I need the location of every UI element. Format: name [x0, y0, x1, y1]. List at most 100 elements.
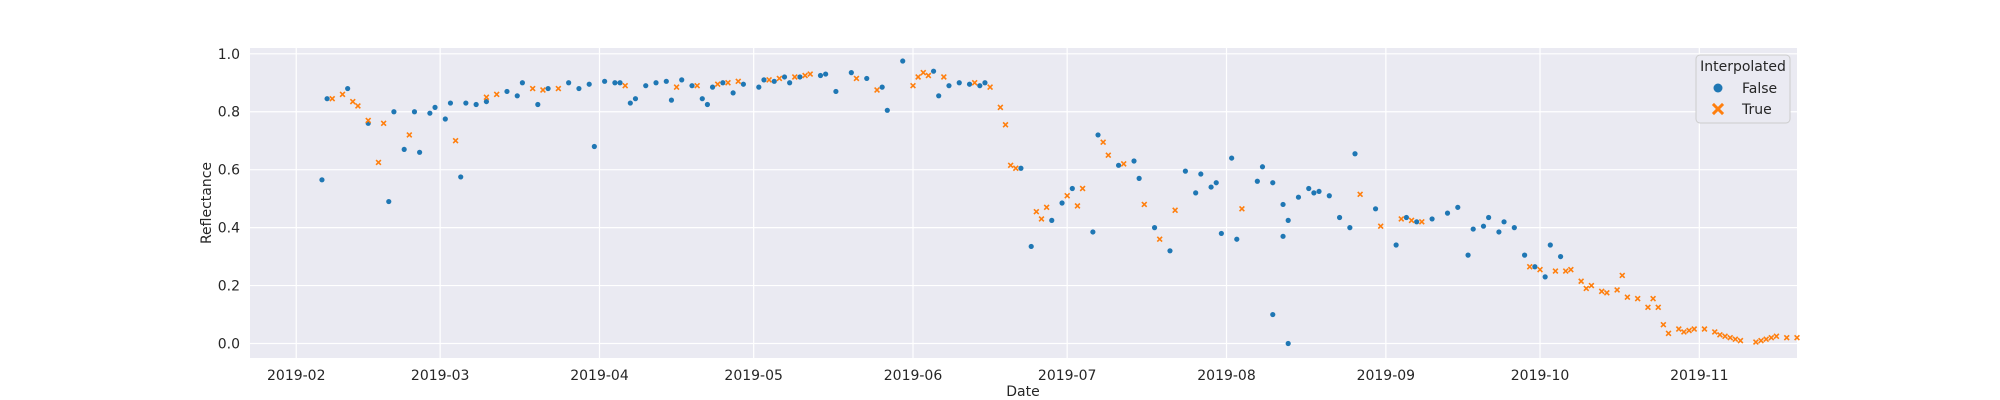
data-point-false — [1229, 155, 1235, 161]
data-point-false — [977, 83, 983, 89]
data-point-true — [1562, 268, 1569, 275]
legend-label-true: True — [1741, 102, 1772, 118]
data-point-false — [535, 101, 541, 108]
data-point-true — [714, 81, 721, 88]
data-point-false — [1444, 210, 1451, 216]
data-point-true — [406, 131, 413, 138]
data-point-true — [365, 117, 372, 124]
y-tick-label: 1.0 — [218, 47, 240, 63]
legend-title: Interpolated — [1700, 59, 1786, 75]
data-point-true — [1701, 326, 1708, 332]
data-point-true — [1783, 334, 1790, 341]
data-point-true — [910, 82, 916, 89]
x-tick-label: 2019-02 — [267, 368, 326, 384]
data-point-true — [1603, 289, 1610, 296]
data-point-false — [679, 77, 685, 83]
data-point-true — [622, 82, 629, 89]
data-point-false — [591, 143, 597, 150]
data-point-false — [900, 58, 906, 64]
data-point-false — [663, 78, 669, 84]
data-point-true — [1691, 326, 1698, 332]
data-point-false — [324, 96, 330, 102]
data-point-false — [1429, 216, 1435, 222]
data-point-false — [566, 80, 572, 86]
data-point-false — [1372, 206, 1379, 212]
data-point-false — [319, 177, 325, 183]
data-point-true — [1680, 328, 1687, 335]
data-point-true — [807, 71, 814, 78]
data-point-false — [473, 101, 479, 108]
legend-label-false: False — [1742, 81, 1777, 97]
data-point-false — [884, 107, 890, 113]
data-point-false — [612, 80, 618, 86]
data-point-true — [874, 87, 880, 93]
data-points — [319, 58, 1800, 347]
data-point-true — [915, 74, 922, 80]
data-point-false — [1522, 252, 1528, 258]
data-point-true — [1588, 282, 1595, 289]
data-point-true — [1650, 295, 1657, 302]
data-point-false — [756, 84, 762, 90]
y-tick-label: 0.6 — [218, 163, 240, 179]
data-point-false — [1316, 188, 1322, 195]
plot-background — [250, 48, 1797, 358]
legend-marker-false — [1713, 83, 1723, 93]
data-point-false — [982, 80, 988, 86]
data-point-true — [1716, 331, 1723, 338]
data-point-false — [632, 96, 639, 102]
data-point-true — [1156, 236, 1163, 243]
x-tick-label: 2019-10 — [1511, 368, 1570, 384]
data-point-false — [1486, 214, 1492, 221]
data-point-false — [1403, 214, 1409, 221]
data-point-false — [519, 80, 525, 86]
data-point-true — [1552, 268, 1559, 275]
data-point-true — [694, 82, 701, 89]
data-point-false — [1480, 223, 1487, 229]
data-point-true — [1141, 201, 1148, 208]
data-point-true — [1043, 204, 1050, 211]
data-point-true — [1079, 185, 1086, 192]
data-point-false — [956, 80, 962, 86]
data-point-false — [1193, 190, 1199, 196]
data-point-true — [1614, 286, 1621, 293]
data-point-true — [555, 85, 562, 92]
x-tick-label: 2019-08 — [1197, 368, 1256, 384]
data-point-true — [1644, 304, 1651, 311]
data-point-false — [1285, 340, 1291, 347]
data-point-false — [1414, 219, 1420, 225]
data-point-false — [689, 83, 695, 89]
data-point-false — [1208, 184, 1214, 190]
data-point-true — [339, 91, 346, 98]
data-point-false — [504, 88, 510, 95]
data-point-true — [920, 69, 927, 76]
data-point-true — [1002, 121, 1009, 128]
data-point-false — [1306, 185, 1312, 192]
data-point-false — [946, 83, 952, 89]
data-point-false — [1542, 274, 1548, 280]
data-point-false — [709, 84, 716, 90]
data-point-false — [602, 78, 608, 84]
data-point-false — [442, 116, 448, 122]
data-point-false — [1501, 219, 1507, 225]
data-point-false — [1254, 178, 1260, 184]
data-point-false — [586, 81, 592, 87]
data-point-true — [971, 79, 978, 86]
data-point-false — [1336, 214, 1343, 221]
data-point-false — [781, 74, 788, 80]
data-point-true — [1768, 334, 1775, 341]
data-point-true — [735, 78, 742, 85]
data-point-false — [1280, 201, 1286, 208]
x-tick-label: 2019-05 — [724, 368, 783, 384]
data-point-false — [966, 81, 973, 87]
data-point-false — [1547, 242, 1553, 248]
legend-marker-true — [1711, 102, 1725, 116]
data-point-true — [1377, 223, 1384, 230]
data-point-false — [1352, 151, 1358, 157]
data-point-false — [1182, 168, 1188, 174]
data-point-true — [1064, 192, 1071, 199]
data-point-false — [458, 174, 464, 180]
data-point-true — [940, 74, 947, 80]
data-point-true — [987, 84, 994, 91]
data-point-false — [1259, 164, 1266, 170]
